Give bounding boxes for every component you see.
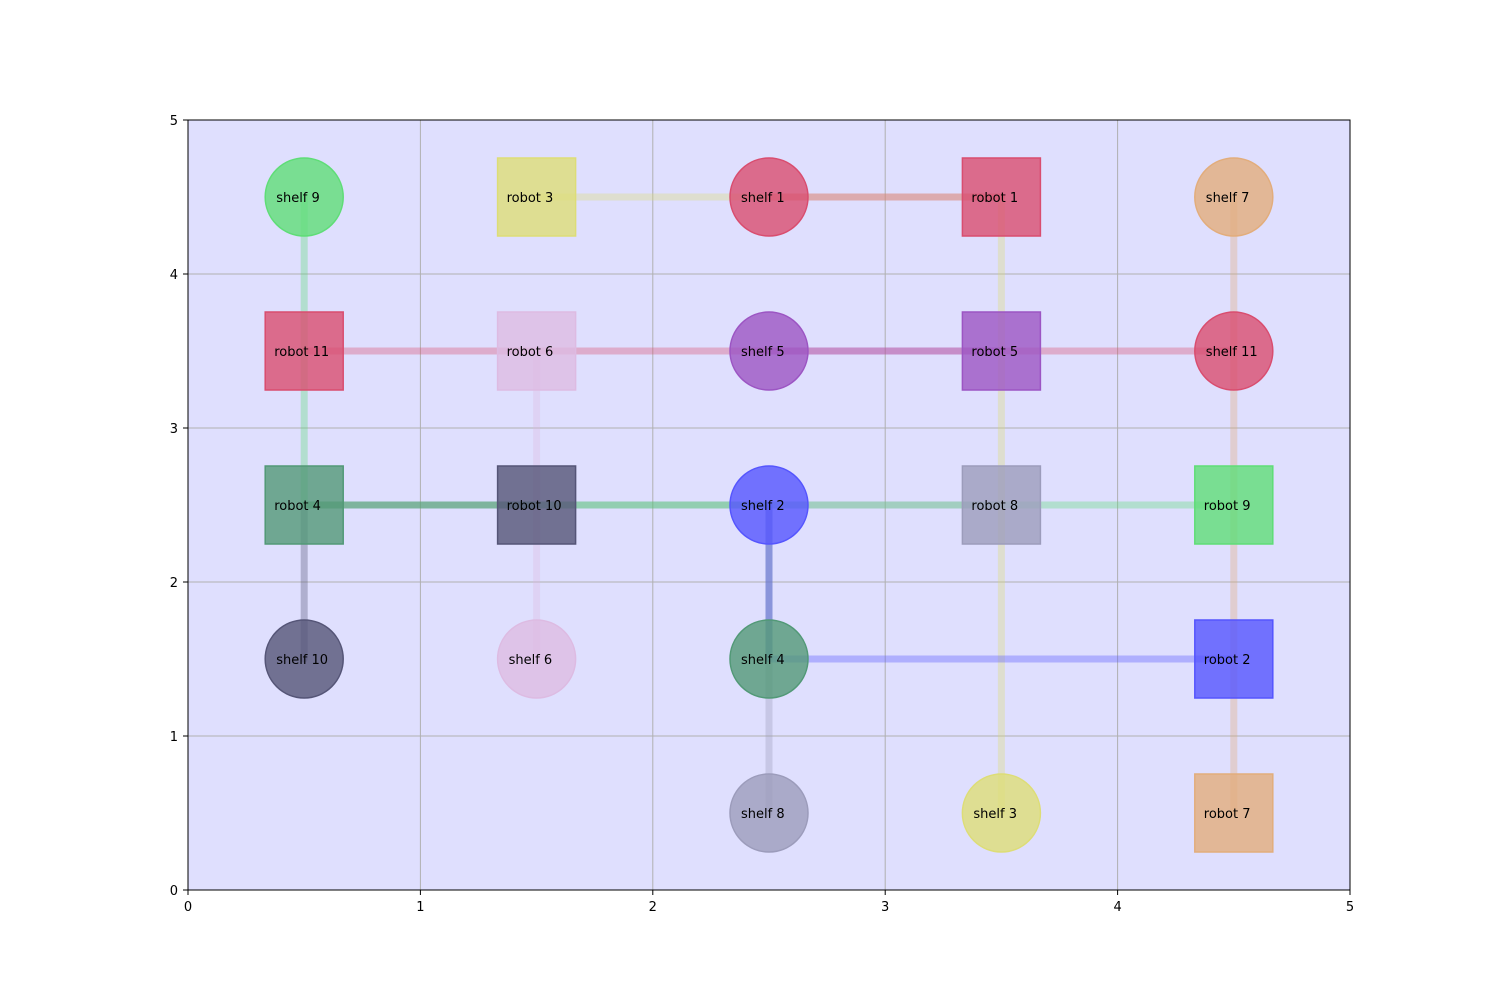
shelf-label: shelf 5 [741, 345, 785, 360]
shelf-label: shelf 11 [1206, 345, 1258, 360]
robot-label: robot 2 [1204, 653, 1251, 668]
y-tick-label: 3 [170, 422, 178, 437]
shelf-marker [729, 157, 809, 237]
grid [187, 119, 1351, 891]
shelf-marker [496, 619, 577, 699]
shelf-label: shelf 3 [973, 807, 1017, 822]
robot-label: robot 5 [971, 345, 1018, 360]
shelf-marker [264, 157, 344, 237]
x-tick-label: 4 [1113, 900, 1121, 915]
robot-marker [1194, 465, 1274, 545]
shelf-marker [1194, 311, 1274, 391]
robot-marker [496, 311, 577, 391]
shelf-label: shelf 2 [741, 499, 785, 514]
robot-label: robot 7 [1204, 807, 1251, 822]
x-tick-label: 5 [1346, 900, 1354, 915]
shelf-label: shelf 1 [741, 191, 785, 206]
robot-marker [264, 311, 344, 391]
x-tick-label: 1 [416, 900, 424, 915]
robot-label: robot 3 [507, 191, 554, 206]
x-tick-label: 2 [649, 900, 657, 915]
shelf-marker [264, 619, 344, 699]
y-tick-label: 0 [170, 884, 178, 899]
shelf-label: shelf 6 [509, 653, 553, 668]
robot-marker [496, 157, 577, 237]
shelf-label: shelf 4 [741, 653, 785, 668]
shelf-marker [961, 773, 1042, 853]
marker-labels: shelf 9 shelf 1 shelf 7 shelf 5 shelf 11 shel… [274, 191, 1257, 822]
robot-label: robot 8 [971, 499, 1018, 514]
shelf-marker [729, 465, 809, 545]
axis-ticks: 0 1 2 3 4 5 0 1 2 3 4 5 [170, 114, 1354, 915]
x-tick-label: 0 [184, 900, 192, 915]
y-tick-label: 4 [170, 268, 178, 283]
robot-marker [961, 311, 1042, 391]
robot-label: robot 9 [1204, 499, 1251, 514]
robot-marker [496, 465, 577, 545]
plot-frame [187, 119, 1351, 891]
shelf-marker [729, 619, 809, 699]
robot-marker [1194, 773, 1274, 853]
y-tick-label: 2 [170, 576, 178, 591]
robot-label: robot 4 [274, 499, 321, 514]
robot-label: robot 11 [274, 345, 329, 360]
robot-markers [264, 157, 1274, 853]
shelf-markers [264, 157, 1274, 853]
robot-marker [1194, 619, 1274, 699]
shelf-marker [1194, 157, 1274, 237]
x-tick-label: 3 [881, 900, 889, 915]
y-tick-label: 1 [170, 730, 178, 745]
shelf-label: shelf 9 [276, 191, 320, 206]
robot-marker [961, 157, 1042, 237]
robot-label: robot 1 [971, 191, 1018, 206]
shelf-label: shelf 7 [1206, 191, 1250, 206]
shelf-label: shelf 10 [276, 653, 328, 668]
robot-label: robot 10 [507, 499, 562, 514]
shelf-label: shelf 8 [741, 807, 785, 822]
robot-marker [961, 465, 1042, 545]
y-tick-label: 5 [170, 114, 178, 129]
robot-marker [264, 465, 344, 545]
robot-label: robot 6 [507, 345, 554, 360]
shelf-marker [729, 773, 809, 853]
shelf-marker [729, 311, 809, 391]
